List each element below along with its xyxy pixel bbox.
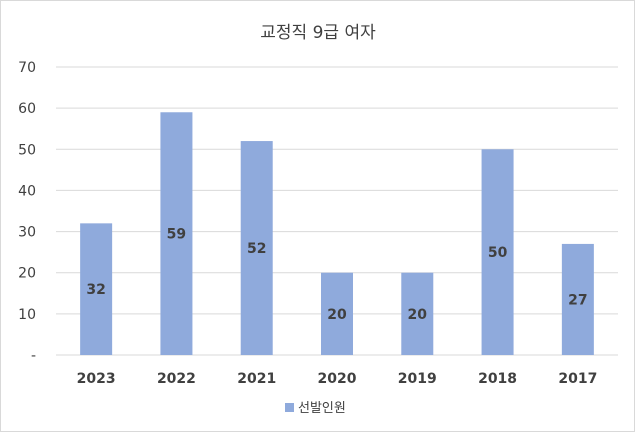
x-tick-label: 2018 (478, 371, 517, 387)
data-label: 27 (568, 292, 587, 308)
bar (481, 149, 514, 355)
y-tick-label: 50 (18, 142, 36, 158)
bar (401, 272, 434, 355)
y-tick-label: 20 (18, 266, 36, 282)
legend-swatch (285, 403, 294, 412)
bar (240, 141, 273, 355)
data-label: 50 (488, 245, 508, 261)
data-label: 20 (408, 307, 428, 323)
y-tick-label: - (31, 348, 36, 364)
x-tick-label: 2019 (398, 371, 437, 387)
data-label: 20 (327, 307, 347, 323)
data-label: 59 (167, 227, 186, 243)
bar (561, 243, 594, 355)
bar (80, 223, 113, 355)
x-axis: 2023 2022 2021 2020 2019 2018 2017 (77, 371, 598, 387)
y-tick-label: 60 (18, 101, 36, 117)
y-tick-label: 30 (18, 225, 36, 241)
data-labels: 32 59 52 20 20 50 27 (86, 227, 587, 323)
chart-title: 교정직 9급 여자 (260, 23, 376, 43)
bar (321, 272, 353, 355)
data-label: 52 (247, 241, 266, 257)
x-tick-label: 2020 (318, 371, 357, 387)
data-label: 32 (86, 282, 105, 298)
x-tick-label: 2022 (157, 371, 196, 387)
y-tick-label: 10 (18, 307, 36, 323)
legend: 선발인원 (285, 401, 346, 416)
x-tick-label: 2017 (558, 371, 597, 387)
y-axis: - 10 20 30 40 50 60 70 (18, 60, 36, 364)
legend-label: 선발인원 (298, 401, 346, 416)
y-tick-label: 70 (18, 60, 36, 76)
bar (160, 112, 193, 355)
bar-series (80, 112, 594, 355)
x-tick-label: 2023 (77, 371, 116, 387)
x-tick-label: 2021 (237, 371, 276, 387)
y-tick-label: 40 (18, 183, 36, 199)
